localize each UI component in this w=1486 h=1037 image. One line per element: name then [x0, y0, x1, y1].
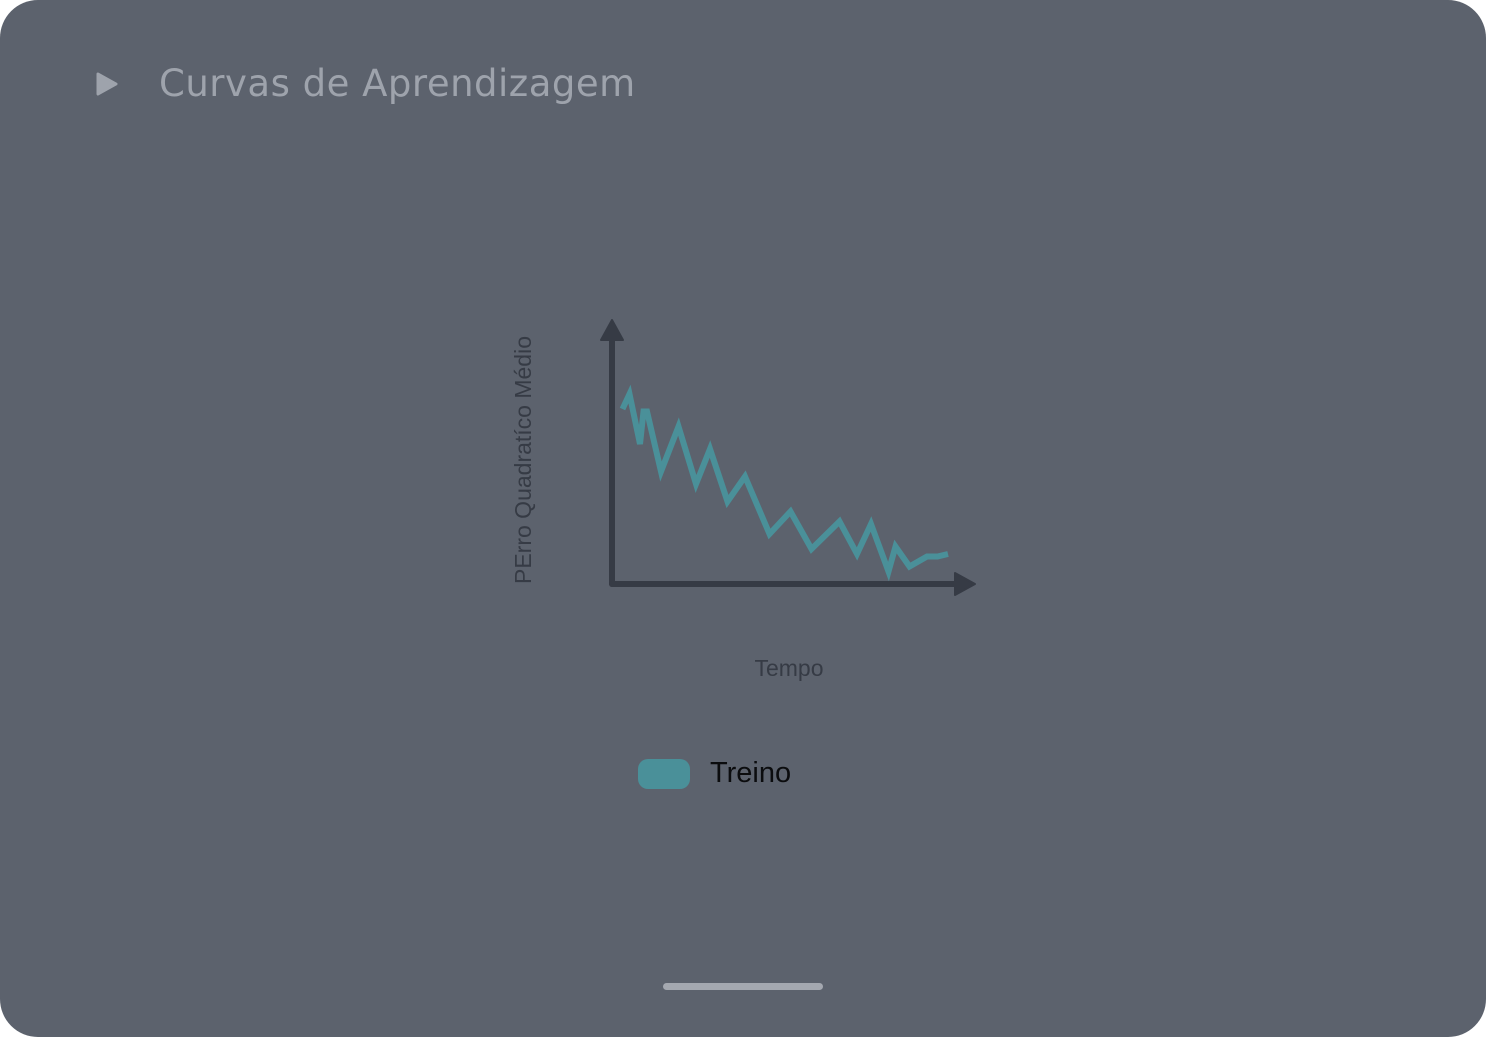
- legend-label-treino: Treino: [710, 757, 792, 789]
- header: Curvas de Aprendizagem: [94, 62, 636, 106]
- home-indicator[interactable]: [663, 983, 823, 990]
- y-axis-arrow-icon: [600, 319, 624, 341]
- page-title: Curvas de Aprendizagem: [159, 62, 636, 105]
- x-axis-label: Tempo: [754, 655, 823, 681]
- legend-swatch-treino[interactable]: [638, 758, 690, 789]
- learning-curve-chart: PErro Quadratíco Médio Tempo: [510, 319, 976, 681]
- x-axis-arrow-icon: [954, 572, 976, 596]
- chart-legend: Treino: [638, 757, 791, 790]
- y-axis-label: PErro Quadratíco Médio: [510, 336, 536, 584]
- series-line-treino: [619, 384, 949, 582]
- play-icon[interactable]: [94, 71, 120, 97]
